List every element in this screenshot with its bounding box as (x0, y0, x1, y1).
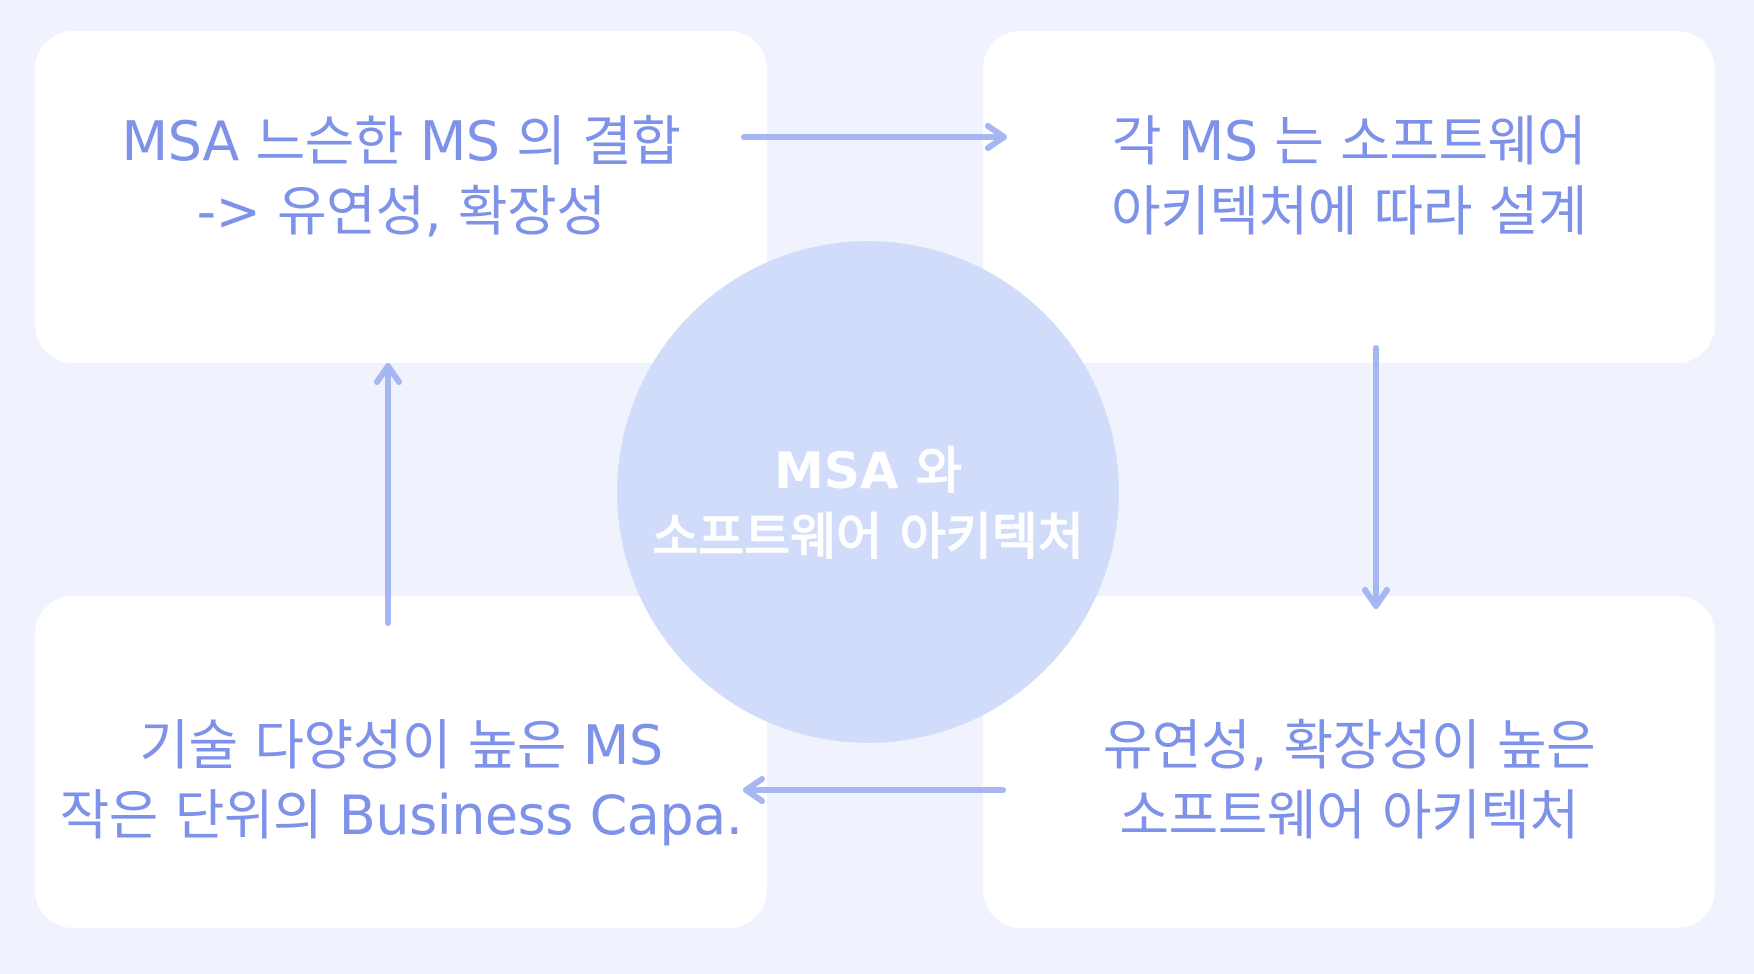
card-bottom-left: 기술 다양성이 높은 MS 작은 단위의 Business Capa. (35, 596, 767, 928)
card-top-left-line2: -> 유연성, 확장성 (196, 180, 606, 243)
card-bottom-left-line1: 기술 다양성이 높은 MS (139, 714, 663, 777)
arrow-left-icon (743, 776, 1006, 804)
card-bottom-left-text: 기술 다양성이 높은 MS 작은 단위의 Business Capa. (60, 711, 743, 851)
center-title-line2: 소프트웨어 아키텍처 (652, 508, 1084, 566)
center-title: MSA 와 소프트웨어 아키텍처 (652, 438, 1083, 570)
card-bottom-right: 유연성, 확장성이 높은 소프트웨어 아키텍처 (983, 596, 1715, 928)
card-top-right: 각 MS 는 소프트웨어 아키텍처에 따라 설계 (983, 31, 1715, 363)
card-top-left: MSA 느슨한 MS 의 결합 -> 유연성, 확장성 (35, 31, 767, 363)
card-bottom-right-line2: 소프트웨어 아키텍처 (1119, 784, 1579, 847)
card-top-right-line1: 각 MS 는 소프트웨어 (1111, 110, 1587, 173)
card-top-right-text: 각 MS 는 소프트웨어 아키텍처에 따라 설계 (1111, 107, 1587, 247)
arrow-up-icon (374, 363, 402, 626)
card-top-left-line1: MSA 느슨한 MS 의 결합 (121, 110, 681, 173)
arrow-right-icon (741, 123, 1007, 151)
center-title-line1: MSA 와 (774, 442, 962, 500)
center-circle: MSA 와 소프트웨어 아키텍처 (617, 241, 1119, 743)
card-bottom-right-text: 유연성, 확장성이 높은 소프트웨어 아키텍처 (1103, 711, 1596, 851)
card-top-left-text: MSA 느슨한 MS 의 결합 -> 유연성, 확장성 (122, 107, 681, 247)
card-top-right-line2: 아키텍처에 따라 설계 (1111, 180, 1587, 243)
arrow-down-icon (1362, 345, 1390, 609)
card-bottom-left-line2: 작은 단위의 Business Capa. (59, 784, 743, 847)
card-bottom-right-line1: 유연성, 확장성이 높은 (1102, 714, 1596, 777)
